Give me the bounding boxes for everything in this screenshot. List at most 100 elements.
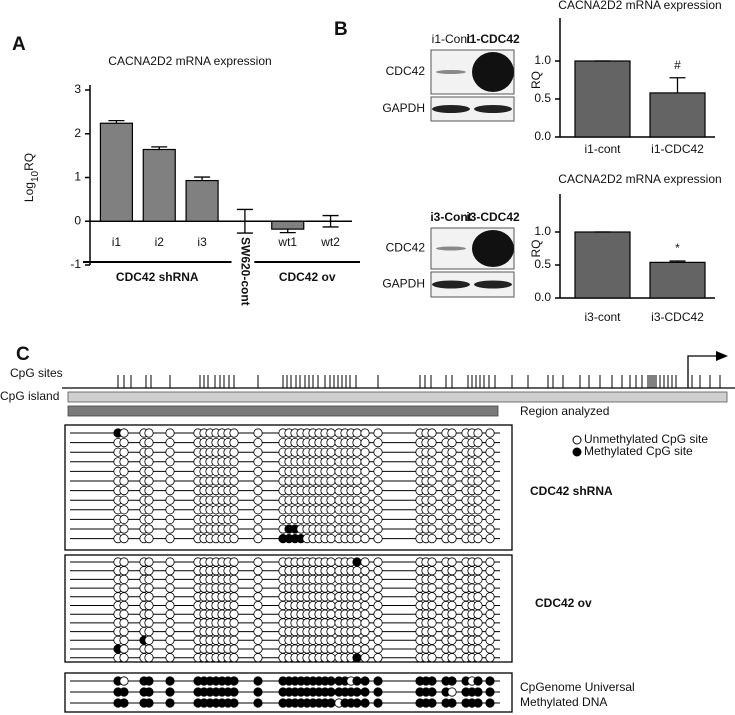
error-bar bbox=[236, 208, 253, 234]
y-tick-label: 0.0 bbox=[534, 129, 551, 143]
cpg-site bbox=[229, 698, 239, 708]
band bbox=[474, 105, 512, 113]
cpg-site bbox=[144, 505, 154, 515]
x-tick-label: i2 bbox=[155, 235, 165, 249]
cpg-site bbox=[253, 609, 263, 619]
cpg-site bbox=[427, 600, 437, 611]
cpg-site bbox=[373, 600, 383, 611]
cpg-site bbox=[326, 566, 336, 576]
error-bar bbox=[322, 214, 339, 228]
cpg-site bbox=[373, 574, 383, 585]
blot-row-label: CDC42 bbox=[386, 241, 426, 255]
cpg-site bbox=[144, 635, 154, 645]
cpg-site bbox=[352, 505, 362, 515]
cpg-site bbox=[165, 653, 175, 663]
cpg-site bbox=[447, 514, 457, 525]
cpg-site bbox=[373, 618, 383, 628]
cpg-site bbox=[352, 618, 362, 628]
cpg-site bbox=[253, 466, 263, 476]
cpg-site bbox=[473, 592, 483, 602]
cpg-site bbox=[229, 644, 239, 654]
cpg-site bbox=[427, 574, 437, 585]
cpg-site bbox=[229, 447, 239, 457]
y-tick-label: 0.0 bbox=[534, 290, 551, 304]
cpg-site bbox=[373, 466, 383, 476]
cpg-site bbox=[352, 676, 362, 686]
cpg-site bbox=[447, 609, 457, 619]
cpg-site bbox=[326, 505, 336, 515]
y-axis-label: RQ bbox=[529, 240, 543, 258]
cpg-site bbox=[165, 644, 175, 654]
cpg-site bbox=[485, 687, 495, 697]
cpg-site bbox=[119, 687, 129, 697]
cpg-site bbox=[447, 428, 457, 438]
cpg-site bbox=[473, 447, 483, 457]
cpg-site bbox=[165, 600, 175, 611]
cpg-site bbox=[360, 698, 370, 708]
cpg-site bbox=[360, 626, 370, 637]
cpg-site bbox=[352, 428, 362, 438]
x-tick-label: i3-CDC42 bbox=[651, 310, 704, 324]
cpg-site bbox=[473, 687, 483, 697]
cpg-site bbox=[360, 635, 370, 645]
cpg-site bbox=[360, 618, 370, 628]
cpg-site bbox=[373, 583, 383, 593]
band bbox=[472, 52, 514, 92]
cpg-site bbox=[373, 626, 383, 637]
error-bar bbox=[151, 146, 168, 150]
y-tick-label: 1 bbox=[74, 170, 81, 184]
cpg-site bbox=[485, 566, 495, 576]
cpg-site bbox=[447, 485, 457, 496]
cpg-site bbox=[473, 476, 483, 486]
cpg-site bbox=[373, 476, 383, 486]
error-bar bbox=[194, 176, 211, 181]
cpg-site bbox=[253, 437, 263, 448]
panel-label: C bbox=[16, 344, 30, 365]
chart-title: CACNA2D2 mRNA expression bbox=[558, 0, 721, 12]
cpg-site bbox=[119, 524, 129, 534]
cpg-site bbox=[352, 600, 362, 611]
tss-arrow bbox=[687, 355, 718, 388]
cpg-site bbox=[119, 533, 129, 544]
cpg-site bbox=[326, 583, 336, 593]
cpg-site bbox=[447, 457, 457, 467]
cpg-site bbox=[144, 485, 154, 496]
bar bbox=[271, 220, 305, 230]
y-tick-label: 2 bbox=[74, 126, 81, 140]
cpg-site bbox=[326, 626, 336, 637]
cpg-site bbox=[229, 583, 239, 593]
cpg-site bbox=[373, 447, 383, 457]
cpg-site bbox=[373, 609, 383, 619]
cpg-site bbox=[229, 618, 239, 628]
band bbox=[436, 70, 466, 74]
cpg-site bbox=[119, 476, 129, 486]
cpg-site bbox=[473, 495, 483, 505]
cpg-site bbox=[144, 626, 154, 637]
cpg-site bbox=[447, 687, 457, 697]
cpg-sites-label: CpG sites bbox=[10, 366, 63, 380]
group-label: CDC42 shRNA bbox=[116, 270, 199, 284]
cpg-site bbox=[229, 566, 239, 576]
cpg-island-label: CpG island bbox=[0, 389, 59, 403]
cpg-site bbox=[485, 514, 495, 525]
cpg-site bbox=[229, 457, 239, 467]
cpg-site bbox=[427, 676, 437, 686]
y-axis-label: Log10RQ bbox=[22, 153, 41, 202]
cpg-site bbox=[144, 600, 154, 611]
cpg-site bbox=[253, 457, 263, 467]
cpg-site bbox=[119, 609, 129, 619]
cpg-site bbox=[373, 495, 383, 505]
cpg-site bbox=[229, 600, 239, 611]
y-axis-label-part: 10 bbox=[30, 170, 41, 182]
cpg-site bbox=[360, 428, 370, 438]
cpg-site bbox=[326, 466, 336, 476]
cpg-site bbox=[352, 626, 362, 637]
cpg-site bbox=[229, 687, 239, 697]
lane-label: i1-Cont bbox=[432, 32, 471, 46]
cpg-site bbox=[473, 574, 483, 585]
cpg-site bbox=[473, 583, 483, 593]
cpg-site bbox=[119, 626, 129, 637]
cpg-site bbox=[326, 644, 336, 654]
cpg-site bbox=[144, 687, 154, 697]
